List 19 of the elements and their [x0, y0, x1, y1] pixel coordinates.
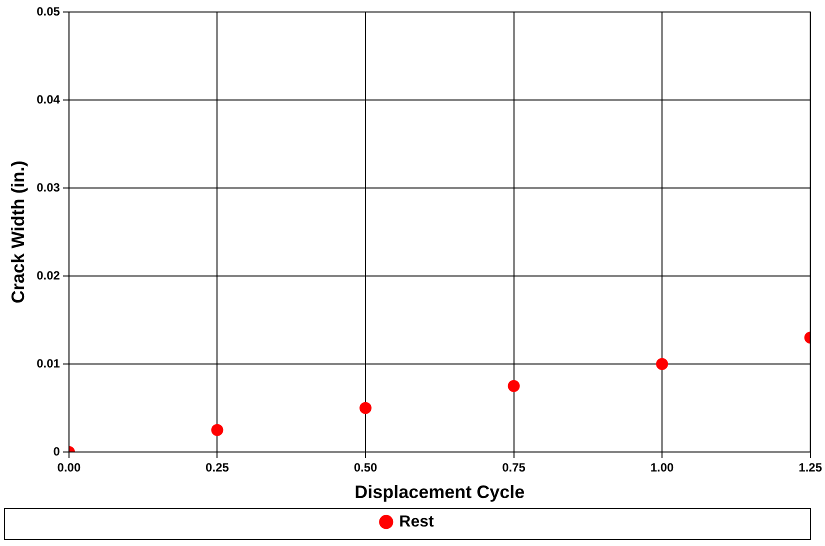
y-tick-label: 0 [53, 444, 60, 458]
y-axis-title: Crack Width (in.) [8, 160, 28, 304]
point [360, 402, 372, 414]
legend-label: Rest [399, 513, 435, 530]
x-tick-label: 0.00 [57, 460, 81, 475]
y-tick-label: 0.05 [36, 4, 60, 18]
y-tick-label: 0.04 [36, 92, 60, 106]
x-tick-label: 1.25 [798, 460, 822, 475]
x-tick-label: 1.00 [650, 460, 674, 475]
y-tick-label: 0.03 [36, 180, 60, 194]
y-tick-label: 0.01 [36, 356, 60, 370]
y-tick-label: 0.02 [36, 268, 60, 282]
x-axis-title: Displacement Cycle [354, 482, 525, 502]
x-tick-label: 0.75 [502, 460, 526, 475]
x-tick-label: 0.25 [206, 460, 230, 475]
point [656, 358, 668, 370]
point [508, 380, 520, 392]
point [211, 424, 224, 436]
x-tick-label: 0.50 [354, 460, 378, 475]
